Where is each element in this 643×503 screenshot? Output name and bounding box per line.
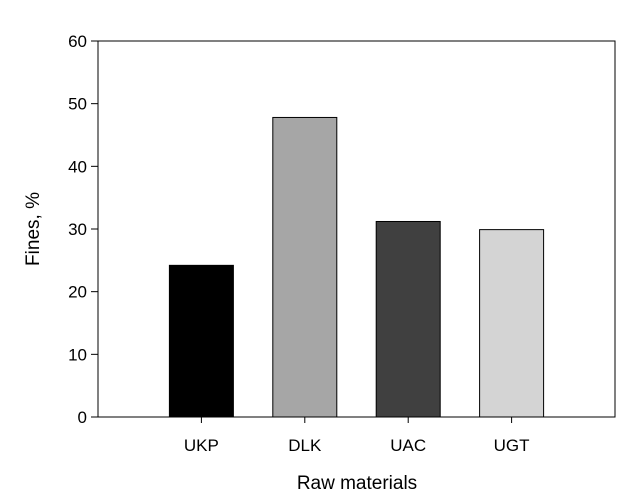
- x-axis: UKP DLK UAC UGT: [184, 417, 530, 455]
- y-tick-label: 20: [68, 283, 87, 302]
- y-tick-label: 0: [78, 408, 87, 427]
- y-tick-label: 60: [68, 32, 87, 51]
- y-axis: 0 10 20 30 40 50 60: [68, 32, 98, 427]
- bar-ukp: [168, 264, 234, 418]
- y-axis-title: Fines, %: [23, 192, 44, 266]
- bar-ugt: [479, 229, 545, 418]
- y-tick-label: 40: [68, 157, 87, 176]
- y-tick-label: 10: [68, 345, 87, 364]
- x-tick-label: UAC: [390, 436, 426, 455]
- bar-uac: [375, 220, 441, 418]
- x-tick-label: DLK: [288, 436, 322, 455]
- bar-dlk: [272, 116, 338, 418]
- x-tick-label: UGT: [494, 436, 530, 455]
- y-tick-label: 30: [68, 220, 87, 239]
- x-tick-label: UKP: [184, 436, 219, 455]
- bars-group: [168, 116, 545, 418]
- y-tick-label: 50: [68, 95, 87, 114]
- x-axis-title: Raw materials: [297, 473, 417, 494]
